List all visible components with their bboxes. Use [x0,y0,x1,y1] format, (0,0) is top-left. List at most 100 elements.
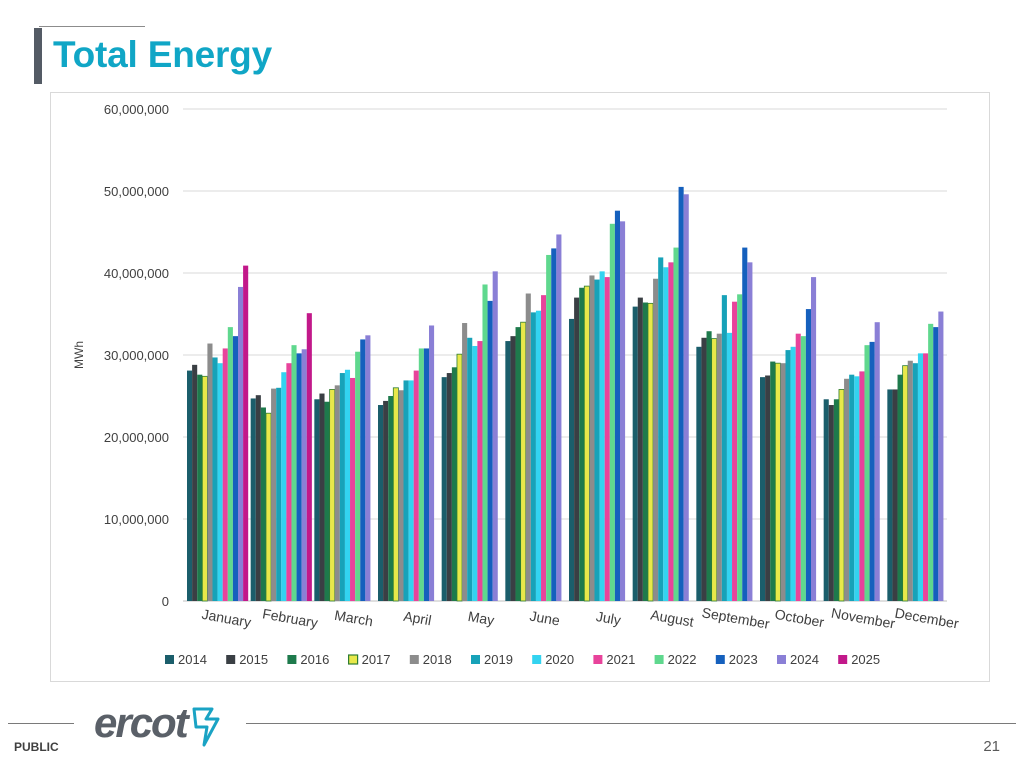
bar-2014-april [378,405,384,601]
bar-2020-june [535,310,542,601]
bar-2018-march [334,385,340,601]
bar-2020-october [790,346,796,601]
bar-2022-december [928,323,934,601]
bar-2022-march [355,351,361,601]
legend-swatch-2019 [471,655,480,664]
footer-rule-right [246,723,1016,724]
bar-2023-april [423,348,429,601]
bar-2015-may [446,373,452,601]
bar-2017-march [329,389,336,602]
legend-label-2014: 2014 [178,652,207,667]
bar-2015-june [510,336,516,601]
bar-2023-january [232,336,238,601]
x-category-label: November [830,605,897,632]
bar-2015-january [192,364,198,601]
bar-2014-october [760,377,766,601]
y-tick-label: 40,000,000 [104,266,169,281]
total-energy-bar-chart: 0 10,000,000 20,000,000 30,000,000 40,000,00… [72,102,960,667]
bar-2023-november [869,341,875,601]
chart-frame: 0 10,000,000 20,000,000 30,000,000 40,000,00… [50,92,990,682]
bar-2023-march [360,339,366,601]
bar-2018-may [462,323,468,601]
bar-2024-august [683,194,689,601]
bar-2023-june [551,248,557,601]
bar-2017-january [201,375,208,602]
bar-2016-october [770,361,776,601]
bar-2024-march [365,335,371,601]
logo-wordmark: ercot [94,699,189,746]
bar-2021-september [732,301,738,601]
legend-label-2024: 2024 [790,652,819,667]
page-number: 21 [983,738,1000,755]
y-tick-label: 30,000,000 [104,348,169,363]
x-category-label: July [595,608,622,628]
bar-2019-october [785,350,791,601]
bar-2018-january [207,343,213,601]
legend-label-2021: 2021 [606,652,635,667]
x-category-label: March [333,607,374,630]
bar-2019-september [721,295,727,601]
legend-label-2018: 2018 [423,652,452,667]
bar-2015-september [701,337,707,601]
bar-2024-december [938,311,944,601]
bar-2017-february [265,412,272,602]
bar-2020-december [917,353,924,601]
legend-label-2023: 2023 [729,652,758,667]
bar-2020-april [408,380,414,601]
bar-2018-december [907,360,913,601]
y-tick-label: 50,000,000 [104,184,169,199]
bar-2017-april [392,387,399,602]
bar-2022-june [546,254,552,601]
bar-2020-august [663,267,669,601]
legend-swatch-2015 [226,655,236,664]
bar-2014-december [887,389,893,601]
bar-2018-april [398,390,404,601]
bar-2020-july [599,271,605,601]
y-tick-label: 60,000,000 [104,102,169,117]
legend-swatch-2017 [348,654,359,665]
bar-2022-april [418,348,424,601]
bar-2015-march [319,393,325,601]
bar-2016-february [260,407,266,601]
bar-2021-march [350,377,356,601]
bar-2021-february [286,363,292,601]
y-tick-label: 0 [162,594,169,609]
legend-label-2025: 2025 [851,652,880,667]
bar-2020-november [854,376,860,601]
bar-2023-september [742,247,748,601]
legend-swatch-2025 [838,655,848,664]
bar-2018-november [844,378,850,601]
bar-2014-july [569,318,575,601]
bar-2019-june [530,312,536,601]
x-category-label: February [261,605,319,630]
bar-2021-july [604,277,610,601]
bar-2021-june [541,295,547,601]
bar-2021-december [923,353,929,601]
bar-2024-september [747,262,753,601]
x-category-label: January [201,606,253,630]
bar-2024-may [492,271,498,601]
bar-2016-august [642,302,648,601]
bar-2021-april [413,370,419,601]
bar-2024-november [874,322,880,601]
legend-label-2017: 2017 [362,652,391,667]
bar-2014-november [823,399,829,601]
bar-2019-november [849,374,855,601]
bar-2015-august [637,297,643,601]
bar-2017-november [838,389,845,602]
bar-2017-july [583,285,590,602]
legend-label-2022: 2022 [668,652,697,667]
bar-2014-january [187,370,193,601]
bar-2024-january [238,286,244,601]
bar-2022-february [291,345,297,601]
bar-2019-march [339,373,345,601]
bar-2015-november [828,405,834,601]
bar-2019-august [658,257,664,601]
bar-2023-may [487,300,493,601]
bar-2019-july [594,279,600,601]
bar-2024-april [429,325,435,601]
legend-swatch-2024 [777,655,786,664]
bar-2020-may [472,345,478,601]
bar-2018-august [653,278,659,601]
legend-label-2016: 2016 [300,652,329,667]
